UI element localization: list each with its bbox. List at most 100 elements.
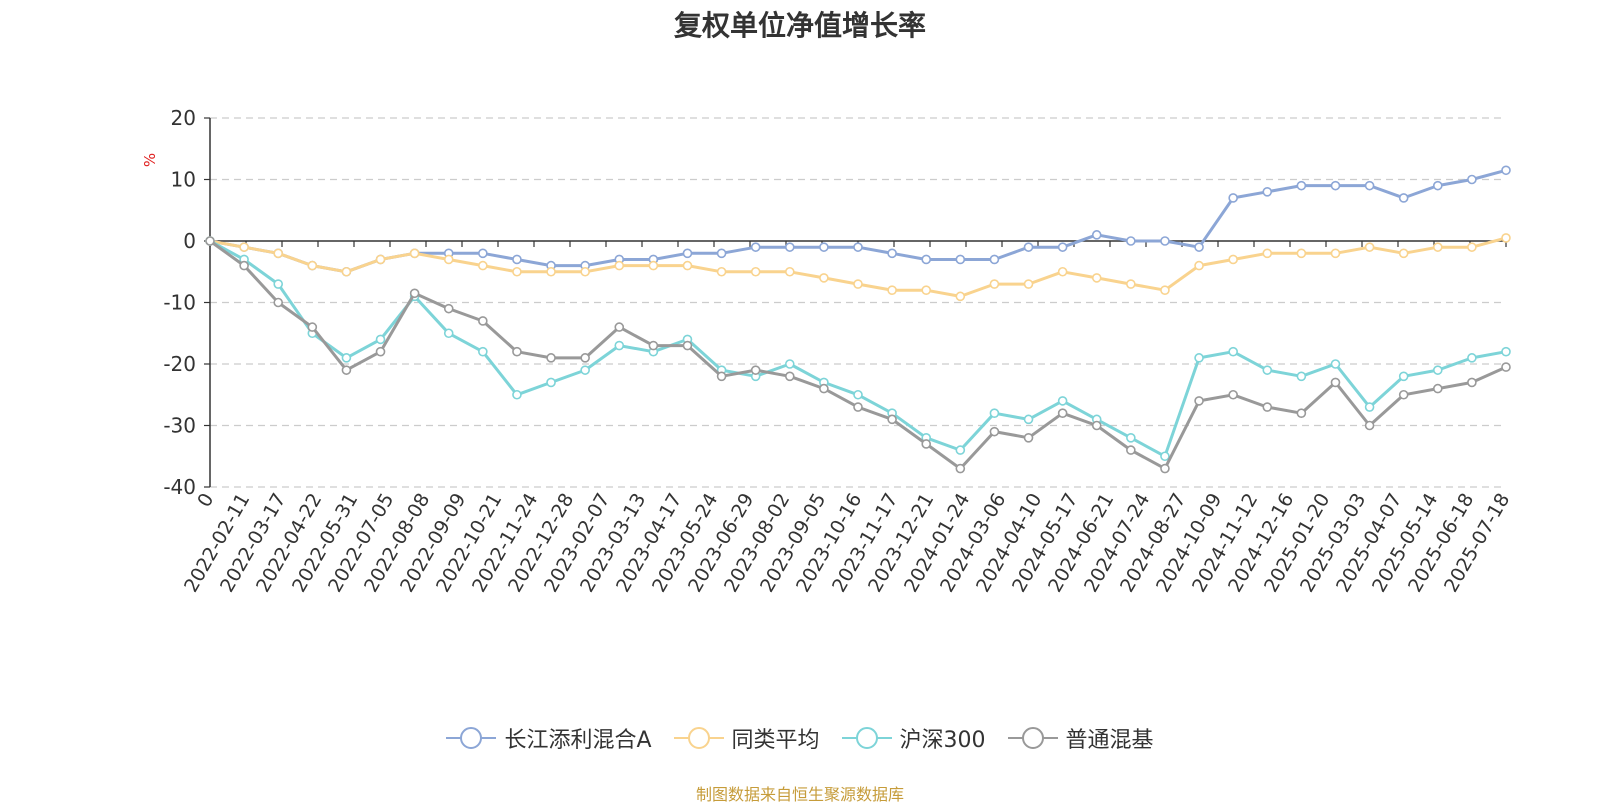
data-point (1262, 187, 1273, 197)
legend-label: 长江添利混合A (504, 728, 652, 753)
series-group (205, 165, 1511, 277)
data-point (750, 266, 761, 277)
data-point (716, 248, 727, 259)
data-point (512, 389, 522, 400)
data-point (546, 353, 556, 363)
y-tick-label: -10 (163, 291, 196, 315)
data-point (819, 273, 829, 283)
data-point (887, 248, 897, 259)
data-point (955, 254, 966, 265)
data-point (1330, 377, 1341, 388)
data-point (1296, 180, 1307, 191)
legend-circle-icon (1007, 727, 1058, 749)
data-point (478, 316, 488, 326)
x-tick-labels: 02022-02-112022-03-172022-04-222022-05-3… (180, 241, 1514, 596)
data-point (1364, 402, 1375, 412)
data-point (1126, 236, 1136, 246)
series-group (205, 233, 1511, 302)
data-point (1160, 236, 1170, 246)
legend-item[interactable]: 长江添利混合A (446, 722, 652, 754)
data-point (648, 340, 659, 351)
data-point (341, 353, 352, 363)
data-point (989, 408, 1000, 419)
data-point (1228, 193, 1238, 203)
legend-item[interactable]: 同类平均 (673, 722, 820, 754)
data-point (1330, 248, 1341, 259)
data-point (1194, 396, 1204, 406)
data-point (921, 254, 932, 265)
y-tick-label: 10 (171, 168, 196, 192)
data-point (682, 340, 693, 351)
data-point (409, 248, 420, 259)
data-point (1023, 279, 1034, 289)
data-point (1501, 165, 1511, 176)
data-point (443, 303, 454, 314)
data-point (648, 260, 659, 271)
data-point (546, 377, 556, 388)
data-point (716, 266, 727, 277)
data-point (409, 288, 420, 299)
data-point (614, 340, 625, 351)
data-point (1296, 248, 1307, 259)
y-axis-unit-label: % (141, 153, 159, 167)
data-point (1467, 377, 1477, 388)
data-point (1194, 242, 1204, 252)
data-point (784, 266, 795, 277)
data-point (614, 322, 625, 332)
data-point (1467, 353, 1477, 363)
data-point (819, 383, 829, 394)
legend: 长江添利混合A 同类平均 沪深300 普通混基 (0, 722, 1600, 754)
data-point (853, 389, 863, 400)
data-point (341, 365, 352, 375)
data-point (478, 248, 488, 259)
data-point (1126, 279, 1136, 289)
data-point (1501, 233, 1511, 243)
data-point (989, 279, 1000, 289)
y-tick-label: -20 (163, 352, 196, 376)
data-point (580, 266, 590, 277)
data-point (1330, 359, 1341, 369)
data-point (1194, 260, 1204, 271)
data-point (512, 346, 522, 357)
data-point (1398, 193, 1409, 203)
data-point (614, 260, 625, 271)
data-point (1091, 230, 1102, 240)
data-point (273, 297, 284, 308)
y-tick-labels: 20 10 0 -10 -20 -30 -40 (163, 106, 196, 499)
data-point (1057, 408, 1068, 419)
data-point (239, 242, 249, 252)
data-point (512, 254, 522, 265)
legend-circle-icon (446, 727, 497, 749)
data-point (1432, 365, 1443, 375)
data-point (989, 426, 1000, 437)
data-point (1296, 408, 1307, 419)
legend-item[interactable]: 普通混基 (1007, 722, 1154, 754)
data-point (955, 445, 966, 455)
data-point (1262, 248, 1273, 259)
data-point (1467, 174, 1477, 185)
legend-label: 同类平均 (731, 728, 820, 753)
data-point (1364, 180, 1375, 191)
data-point (341, 266, 352, 277)
series-line (209, 239, 1507, 458)
data-point (512, 266, 522, 277)
y-tick-label: 0 (183, 229, 196, 253)
data-point (1501, 362, 1511, 372)
data-point (443, 328, 454, 339)
legend-label: 普通混基 (1065, 728, 1154, 753)
legend-circle-icon (841, 727, 892, 749)
data-point (1228, 254, 1238, 265)
series-lines (205, 165, 1511, 474)
data-point (1160, 451, 1170, 462)
data-point (853, 242, 863, 252)
y-tick-label: -40 (163, 475, 196, 499)
data-point (1398, 248, 1409, 259)
data-point (1126, 445, 1136, 455)
data-point (1160, 463, 1170, 474)
legend-item[interactable]: 沪深300 (841, 722, 986, 754)
data-point (546, 266, 556, 277)
data-point (887, 285, 897, 296)
data-point (478, 260, 488, 271)
data-point (1023, 242, 1034, 252)
data-point (1262, 365, 1273, 375)
